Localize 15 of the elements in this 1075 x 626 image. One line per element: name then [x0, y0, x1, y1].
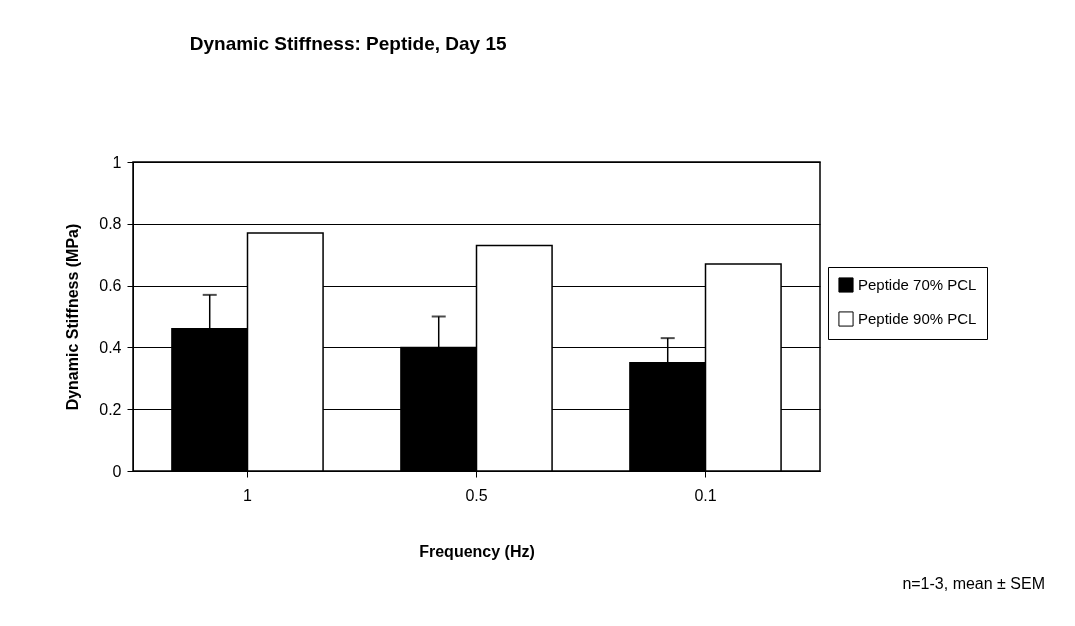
x-tick-label: 0.5 [465, 486, 488, 504]
y-tick-label: 1 [112, 153, 122, 171]
y-tick-label: 0 [112, 462, 122, 480]
y-tick-label: 0.4 [99, 338, 122, 356]
y-axis-title: Dynamic Stiffness (MPa) [64, 223, 82, 411]
text: n=1-3, mean ± SEM [902, 575, 1045, 593]
y-tick-label: 0.8 [99, 215, 122, 233]
x-tick-label: 0.1 [694, 486, 717, 504]
chart-title: Dynamic Stiffness: Peptide, Day 15 [189, 33, 507, 54]
x-axis-title: Frequency (Hz) [419, 542, 535, 560]
y-tick-label: 0.2 [99, 400, 122, 418]
y-tick-label: 0.6 [99, 277, 122, 295]
x-tick-label: 1 [243, 486, 253, 504]
legend-label: Peptide 90% PCL [858, 310, 977, 327]
legend-label: Peptide 70% PCL [858, 276, 977, 293]
